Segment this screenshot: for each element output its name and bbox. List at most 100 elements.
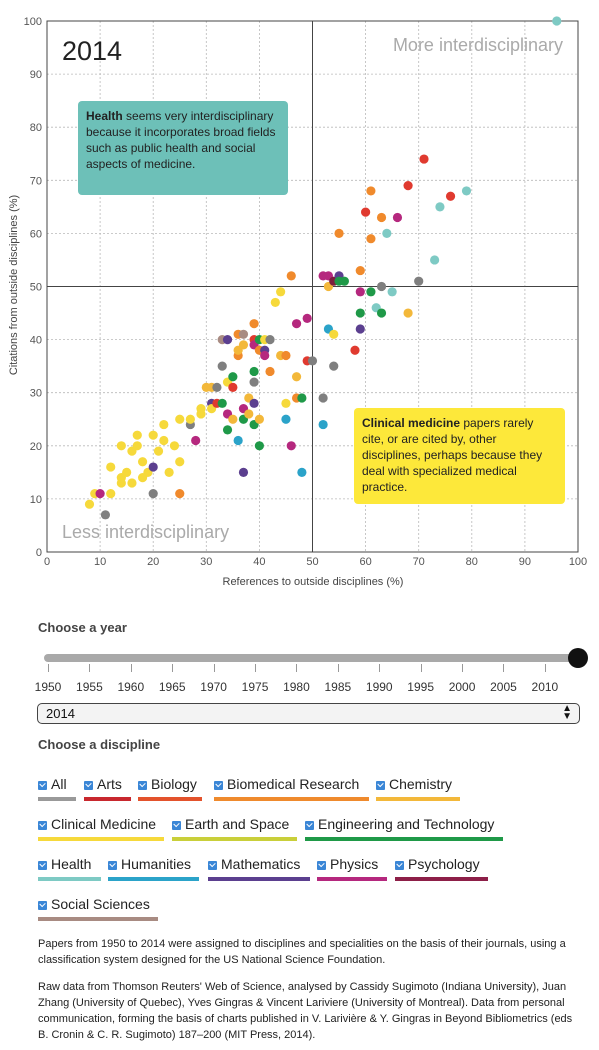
- data-point[interactable]: [281, 398, 291, 408]
- data-point[interactable]: [350, 345, 360, 355]
- checkbox-icon[interactable]: [84, 781, 93, 790]
- data-point[interactable]: [366, 234, 376, 244]
- data-point[interactable]: [318, 419, 328, 430]
- data-point[interactable]: [228, 414, 238, 424]
- data-point[interactable]: [222, 335, 233, 345]
- data-point[interactable]: [291, 372, 302, 382]
- data-point[interactable]: [175, 488, 185, 499]
- data-point[interactable]: [116, 441, 126, 451]
- data-point[interactable]: [228, 372, 238, 382]
- year-select[interactable]: 2014 ▲ ▼: [37, 703, 580, 724]
- data-point[interactable]: [233, 435, 243, 446]
- checkbox-icon[interactable]: [208, 861, 217, 870]
- data-point[interactable]: [403, 308, 413, 318]
- data-point[interactable]: [100, 510, 111, 520]
- discipline-mathematics[interactable]: Mathematics: [208, 856, 310, 885]
- checkbox-icon[interactable]: [38, 861, 47, 870]
- data-point[interactable]: [307, 356, 318, 366]
- data-point[interactable]: [461, 186, 472, 196]
- data-point[interactable]: [148, 462, 158, 472]
- data-point[interactable]: [392, 212, 403, 223]
- discipline-biomedical-research[interactable]: Biomedical Research: [214, 776, 369, 805]
- data-point[interactable]: [127, 478, 137, 488]
- data-point[interactable]: [106, 462, 116, 472]
- data-point[interactable]: [376, 281, 387, 292]
- data-point[interactable]: [196, 404, 206, 414]
- discipline-humanities[interactable]: Humanities: [108, 856, 199, 885]
- data-point[interactable]: [366, 186, 376, 196]
- data-point[interactable]: [244, 409, 254, 419]
- data-point[interactable]: [249, 398, 259, 408]
- discipline-engineering-and-technology[interactable]: Engineering and Technology: [305, 816, 503, 845]
- data-point[interactable]: [238, 340, 249, 350]
- discipline-earth-and-space[interactable]: Earth and Space: [172, 816, 297, 845]
- data-point[interactable]: [153, 446, 164, 456]
- data-point[interactable]: [286, 441, 296, 451]
- data-point[interactable]: [249, 366, 259, 377]
- data-point[interactable]: [281, 414, 291, 424]
- checkbox-icon[interactable]: [38, 821, 47, 830]
- data-point[interactable]: [376, 212, 387, 223]
- data-point[interactable]: [414, 276, 424, 286]
- data-point[interactable]: [217, 398, 227, 408]
- data-point[interactable]: [175, 457, 185, 467]
- data-point[interactable]: [95, 488, 105, 499]
- data-point[interactable]: [329, 361, 339, 371]
- discipline-chemistry[interactable]: Chemistry: [376, 776, 460, 805]
- data-point[interactable]: [339, 276, 349, 286]
- data-point[interactable]: [132, 430, 142, 440]
- data-point[interactable]: [238, 329, 249, 339]
- data-point[interactable]: [265, 366, 275, 377]
- data-point[interactable]: [281, 350, 291, 361]
- data-point[interactable]: [254, 441, 264, 451]
- data-point[interactable]: [318, 393, 328, 403]
- data-point[interactable]: [376, 308, 387, 318]
- data-point[interactable]: [329, 329, 339, 339]
- data-point[interactable]: [148, 430, 158, 440]
- data-point[interactable]: [122, 467, 132, 477]
- data-point[interactable]: [159, 419, 169, 430]
- year-slider-track[interactable]: [44, 654, 578, 662]
- discipline-health[interactable]: Health: [38, 856, 101, 885]
- data-point[interactable]: [132, 441, 142, 451]
- data-point[interactable]: [382, 228, 392, 238]
- data-point[interactable]: [361, 207, 371, 217]
- checkbox-icon[interactable]: [305, 821, 314, 830]
- discipline-all[interactable]: All: [38, 776, 76, 805]
- checkbox-icon[interactable]: [395, 861, 404, 870]
- data-point[interactable]: [302, 313, 312, 323]
- data-point[interactable]: [265, 335, 275, 345]
- data-point[interactable]: [355, 308, 365, 318]
- data-point[interactable]: [260, 350, 270, 361]
- data-point[interactable]: [137, 457, 148, 467]
- year-slider-handle[interactable]: [568, 648, 588, 668]
- discipline-physics[interactable]: Physics: [317, 856, 387, 885]
- checkbox-icon[interactable]: [214, 781, 223, 790]
- discipline-social-sciences[interactable]: Social Sciences: [38, 896, 158, 925]
- data-point[interactable]: [254, 414, 264, 424]
- data-point[interactable]: [217, 361, 227, 371]
- checkbox-icon[interactable]: [172, 821, 181, 830]
- data-point[interactable]: [430, 255, 440, 265]
- data-point[interactable]: [175, 414, 185, 424]
- data-point[interactable]: [212, 382, 222, 392]
- checkbox-icon[interactable]: [376, 781, 385, 790]
- data-point[interactable]: [238, 467, 249, 477]
- data-point[interactable]: [270, 297, 280, 308]
- data-point[interactable]: [445, 191, 456, 201]
- data-point[interactable]: [387, 287, 397, 297]
- checkbox-icon[interactable]: [108, 861, 117, 870]
- discipline-arts[interactable]: Arts: [84, 776, 131, 805]
- data-point[interactable]: [355, 324, 365, 334]
- data-point[interactable]: [169, 441, 180, 451]
- data-point[interactable]: [191, 435, 201, 446]
- data-point[interactable]: [355, 287, 365, 297]
- data-point[interactable]: [159, 435, 169, 446]
- checkbox-icon[interactable]: [38, 781, 47, 790]
- data-point[interactable]: [222, 425, 233, 435]
- discipline-biology[interactable]: Biology: [138, 776, 202, 805]
- data-point[interactable]: [297, 467, 307, 477]
- data-point[interactable]: [297, 393, 307, 403]
- data-point[interactable]: [148, 488, 158, 499]
- data-point[interactable]: [106, 488, 116, 499]
